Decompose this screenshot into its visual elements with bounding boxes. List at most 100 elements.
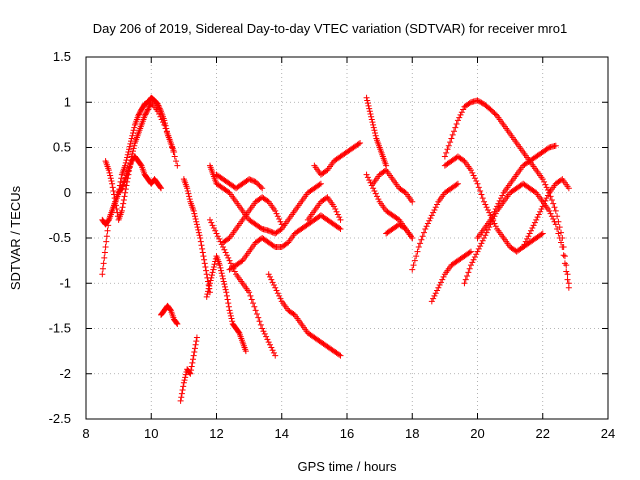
data-point [539, 176, 546, 183]
data-point [453, 120, 460, 127]
data-point [221, 281, 228, 288]
data-point [256, 318, 263, 325]
data-point [276, 292, 283, 299]
data-point [222, 286, 229, 293]
data-point [277, 218, 284, 225]
data-point [171, 153, 178, 160]
data-point [272, 207, 279, 214]
data-point [556, 235, 563, 241]
data-point [107, 172, 114, 179]
data-point [120, 196, 127, 203]
data-point [264, 197, 271, 204]
data-point [126, 164, 133, 171]
data-point [200, 253, 207, 260]
data-point [146, 102, 153, 109]
data-point [208, 272, 215, 279]
data-point [448, 135, 455, 142]
data-point [488, 107, 495, 114]
data-point [251, 303, 258, 310]
data-point [548, 196, 555, 203]
data-point [428, 298, 435, 305]
data-point [225, 188, 232, 195]
series-sat-j [213, 171, 266, 192]
series-sat-l [226, 212, 344, 273]
data-point [203, 293, 210, 300]
data-point [492, 206, 499, 213]
data-point [121, 193, 128, 200]
data-point [411, 257, 418, 264]
series-sat-m [265, 271, 344, 359]
data-point [122, 189, 129, 196]
data-point [477, 187, 484, 194]
data-point [169, 144, 176, 151]
data-point [336, 214, 343, 221]
data-point [124, 154, 131, 161]
data-point [104, 227, 111, 234]
data-point [546, 207, 553, 214]
data-point [323, 168, 330, 175]
data-point [475, 98, 482, 105]
data-point [492, 111, 499, 118]
data-point [452, 124, 459, 131]
data-point [182, 371, 189, 378]
data-point [558, 177, 565, 184]
data-point [209, 222, 216, 229]
data-point [180, 383, 187, 390]
data-point [184, 187, 191, 194]
data-point [156, 103, 163, 110]
data-point [477, 243, 484, 250]
data-point [143, 109, 150, 116]
data-point [427, 215, 434, 222]
data-point [357, 139, 364, 146]
data-point [418, 236, 425, 243]
data-point [336, 225, 343, 232]
data-point [205, 285, 212, 292]
data-point [193, 218, 200, 225]
data-point [110, 187, 117, 194]
data-point [419, 233, 426, 240]
data-point [190, 352, 197, 359]
data-point [109, 180, 116, 187]
series-sat-a [99, 94, 178, 278]
series-sat-n [311, 139, 364, 178]
data-point [167, 139, 174, 146]
data-point [201, 260, 208, 267]
data-point [217, 264, 224, 271]
data-point [555, 230, 562, 237]
data-point [135, 111, 142, 118]
data-point [158, 116, 165, 123]
data-point [486, 209, 493, 216]
data-point [265, 271, 272, 278]
data-point [235, 329, 242, 336]
data-point [488, 214, 495, 221]
data-point [471, 175, 478, 182]
data-point [454, 180, 461, 187]
data-point [273, 287, 280, 294]
data-point [221, 283, 228, 290]
data-point [191, 213, 198, 220]
data-point [195, 229, 202, 236]
data-point [223, 292, 230, 299]
data-point [143, 110, 150, 117]
data-point [113, 202, 120, 209]
data-point [193, 334, 200, 341]
data-point [538, 206, 545, 213]
data-point [257, 225, 264, 232]
data-point [491, 208, 498, 215]
data-point [247, 292, 254, 299]
data-point [122, 162, 129, 169]
data-point [547, 210, 554, 217]
data-point [190, 207, 197, 214]
data-point [128, 135, 135, 142]
data-point [252, 178, 259, 185]
data-point [196, 232, 203, 239]
data-point [252, 307, 259, 314]
data-point [462, 276, 469, 283]
data-point [265, 227, 272, 234]
series-sat-t [409, 180, 461, 273]
data-point [366, 108, 373, 115]
data-point [157, 184, 164, 191]
data-point [544, 145, 551, 152]
data-point [277, 226, 284, 233]
